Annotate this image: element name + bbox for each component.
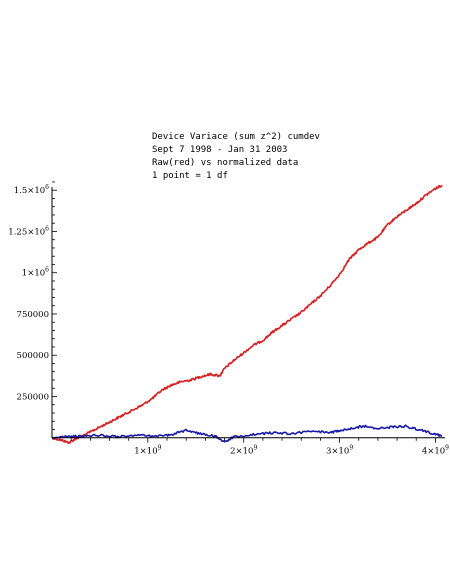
normalized-series-line [51,424,443,443]
x-tick-mantissa: 3×10 [326,447,349,457]
y-tick-mantissa: 1.25×10 [8,227,45,237]
y-tick-mantissa: 1.5×10 [14,186,45,196]
y-tick-label: 250000 [17,392,49,402]
x-tick-mantissa: 2×10 [230,447,253,457]
x-ticks: 1×109 2×109 3×109 4×109 [70,437,449,457]
series-layer [51,184,443,445]
x-tick-exponent: 9 [349,445,353,452]
x-tick-label: 2×109 [230,445,257,457]
title-line-2: Sept 7 1998 - Jan 31 2003 [152,145,287,155]
x-tick-label: 4×109 [422,445,449,457]
y-tick-label: 1.25×106 [8,225,49,237]
chart-title: Device Variace (sum z^2) cumdev Sept 7 1… [152,132,320,181]
y-tick-mantissa: 750000 [17,310,49,320]
x-tick-label: 1×109 [134,445,161,457]
x-tick-exponent: 9 [253,445,257,452]
y-tick-mantissa: 1×10 [22,269,45,279]
y-tick-mantissa: 250000 [17,392,49,402]
x-tick-exponent: 9 [158,445,162,452]
x-tick-mantissa: 1×10 [134,447,157,457]
y-tick-exponent: 6 [45,267,49,274]
raw-series-line [51,184,443,445]
title-line-3: Raw(red) vs normalized data [152,158,298,168]
title-line-4: 1 point = 1 df [152,171,228,181]
y-tick-exponent: 6 [45,225,49,232]
y-tick-exponent: 6 [45,184,49,191]
y-tick-label: 1.5×106 [14,184,49,196]
x-tick-mantissa: 4×10 [422,447,445,457]
y-tick-label: 500000 [17,351,49,361]
x-tick-label: 3×109 [326,445,353,457]
title-line-1: Device Variace (sum z^2) cumdev [152,132,320,142]
y-tick-label: 1×106 [22,267,49,279]
y-tick-mantissa: 500000 [17,351,49,361]
x-tick-exponent: 9 [445,445,449,452]
y-tick-label: 750000 [17,310,49,320]
